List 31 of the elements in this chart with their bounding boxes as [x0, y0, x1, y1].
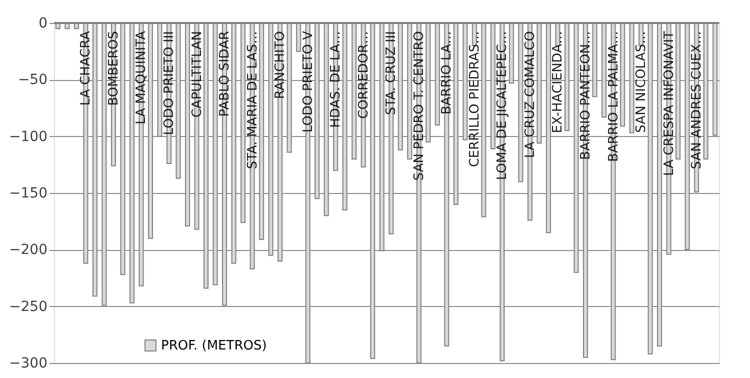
x-tick-label: BARRIO PANTEON…: [578, 31, 594, 160]
x-tick-label: CAPULTITLAN: [190, 31, 205, 118]
x-tick-label: SAN NICOLAS…: [634, 31, 650, 133]
x-tick-label: LODO PRIETO V: [300, 30, 316, 133]
x-tick-label: SAN ANDRES CUEX…: [690, 31, 705, 170]
x-tick-label: BARRIO LA…: [440, 31, 455, 115]
x-tick-label: LA CHACRA: [78, 30, 94, 106]
x-tick-label: CORREDOR…: [356, 31, 372, 119]
y-tick-label: −300: [9, 356, 48, 372]
x-tick-label: LODO PRIETO III: [162, 31, 177, 136]
x-tick-label: PABLO SIDAR: [218, 31, 233, 117]
x-tick-label: BARRIO LA PALMA…: [606, 31, 622, 162]
y-tick-label: −50: [18, 72, 48, 88]
x-tick-label: RANCHITO: [273, 31, 288, 99]
y-tick-label: −100: [9, 128, 48, 145]
x-tick-label: STA. MARIA DE LAS…: [245, 31, 260, 170]
x-tick-label: CERRILLO PIEDRAS…: [467, 31, 482, 168]
x-tick-label: STA. CRUZ III: [384, 31, 400, 116]
legend-label: PROF. (METROS): [161, 338, 267, 354]
x-tick-label: HDAS. DE LA…: [328, 31, 344, 128]
x-tick-label: LA CRUZ COMALCO: [522, 31, 538, 158]
y-tick-label: −200: [9, 242, 48, 258]
y-tick-label: −250: [9, 298, 48, 315]
x-tick-label: EX-HACIENDA…: [550, 31, 566, 134]
x-tick-label: SAN PEDRO T. CENTRO: [412, 31, 427, 181]
x-tick-label: LOMA DE JICALTEPEC…: [495, 31, 510, 180]
x-tick-label: LA CRESPA INFONAVIT: [662, 30, 677, 176]
y-tick-label: −150: [9, 186, 48, 202]
y-tick-label: 0: [38, 16, 48, 32]
x-tick-label: BOMBEROS: [106, 31, 122, 106]
x-tick-label: LA MAQUINITA: [134, 30, 150, 124]
